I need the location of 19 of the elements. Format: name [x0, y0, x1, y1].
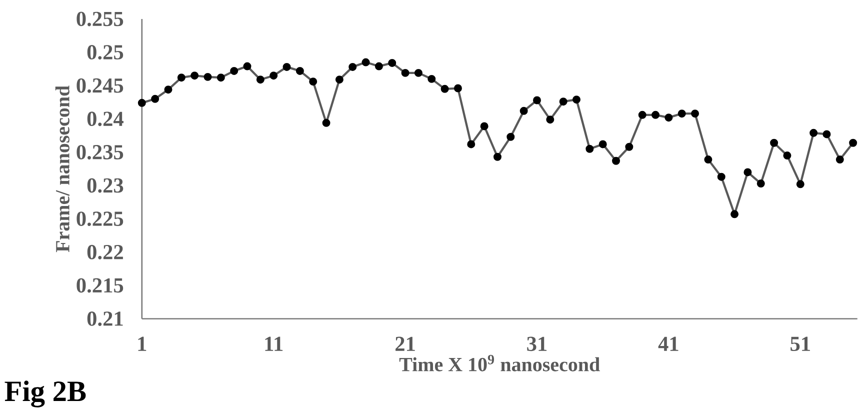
x-tick-label: 51: [790, 336, 810, 352]
y-tick-label: 0.22: [87, 245, 123, 260]
y-tick-label: 0.215: [76, 278, 124, 293]
x-axis-title: Time X 10$^{9}$ nanosecond: [399, 355, 600, 372]
y-tick-label: 0.255: [76, 12, 124, 26]
y-tick-label: 0.23: [87, 178, 124, 193]
y-axis-title: Frame/ nanosecond: [55, 86, 70, 252]
y-tick-label: 0.24: [87, 112, 124, 126]
x-tick-label: 21: [396, 336, 415, 352]
x-tick-label: 1: [138, 336, 146, 352]
caption: Fig 2B: [4, 380, 86, 408]
y-tick-label: 0.245: [76, 78, 124, 93]
y-tick-label: 0.235: [76, 145, 124, 160]
x-tick-label: 41: [658, 336, 678, 352]
x-tick-label: 31: [527, 336, 547, 352]
y-tick-label: 0.25: [87, 45, 124, 60]
y-tick-label: 0.225: [76, 212, 124, 226]
y-tick-label: 0.21: [87, 312, 123, 326]
x-tick-label: 11: [265, 336, 283, 352]
